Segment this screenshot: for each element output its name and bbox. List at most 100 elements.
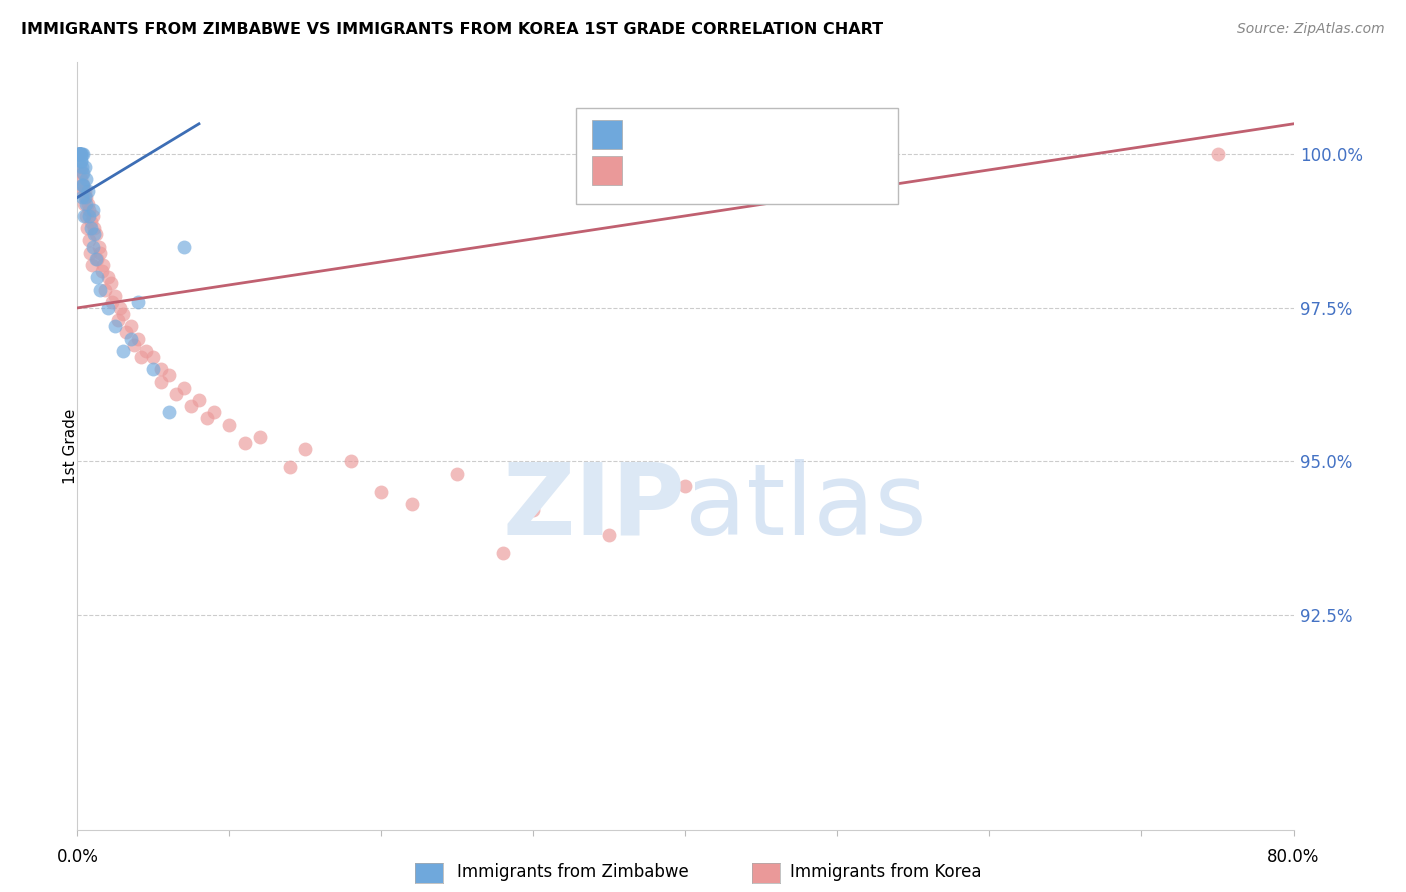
Point (72, 166, 94, 180)
Point (79, 202, 101, 217)
Point (278, 460, 301, 475)
Text: Immigrants from Zimbabwe: Immigrants from Zimbabwe (457, 863, 689, 881)
Point (598, 528, 620, 542)
Point (67, 147, 90, 161)
Point (67, 147, 90, 161)
Point (173, 381, 195, 395)
Point (67, 147, 90, 161)
Point (82, 202, 104, 217)
Point (69, 147, 91, 161)
Text: R = 0.344   N = 43: R = 0.344 N = 43 (633, 124, 834, 144)
Point (87, 239, 110, 253)
Text: Immigrants from Korea: Immigrants from Korea (790, 863, 981, 881)
Point (70, 166, 93, 180)
Text: 80.0%: 80.0% (1267, 848, 1320, 866)
Point (149, 362, 172, 376)
Point (149, 375, 172, 389)
Point (83, 227, 105, 242)
Point (1206, 147, 1229, 161)
Point (97, 301, 120, 315)
Point (89, 283, 111, 297)
Point (70, 178, 93, 193)
Point (104, 288, 127, 302)
Point (401, 497, 423, 511)
Point (83, 221, 105, 235)
Point (218, 417, 240, 432)
Point (91, 258, 114, 272)
Y-axis label: 1st Grade: 1st Grade (63, 409, 77, 483)
Point (294, 442, 316, 456)
Point (67, 147, 90, 161)
Point (70, 160, 93, 174)
Point (69, 160, 91, 174)
Point (89, 245, 111, 260)
Point (111, 307, 134, 321)
Point (79, 245, 101, 260)
Point (72, 178, 94, 193)
Point (86, 252, 108, 266)
Point (73, 184, 96, 198)
Point (142, 350, 165, 364)
Point (127, 294, 149, 309)
Point (77, 196, 100, 211)
Point (202, 405, 225, 419)
Point (165, 387, 187, 401)
Point (73, 190, 96, 204)
Point (67, 147, 90, 161)
Point (340, 454, 363, 468)
Point (233, 436, 256, 450)
Point (82, 239, 104, 253)
Point (80, 221, 103, 235)
Point (120, 319, 142, 334)
Point (75, 172, 97, 186)
Point (77, 234, 100, 248)
Point (157, 405, 180, 419)
Point (67, 147, 90, 161)
Point (84, 252, 107, 266)
Point (75, 190, 97, 204)
Point (101, 294, 124, 309)
Point (70, 147, 93, 161)
Point (69, 147, 91, 161)
Text: IMMIGRANTS FROM ZIMBABWE VS IMMIGRANTS FROM KOREA 1ST GRADE CORRELATION CHART: IMMIGRANTS FROM ZIMBABWE VS IMMIGRANTS F… (21, 22, 883, 37)
Point (70, 190, 93, 204)
Point (188, 392, 211, 407)
Point (70, 147, 93, 161)
Point (84, 227, 107, 242)
Text: atlas: atlas (686, 458, 927, 556)
Point (73, 196, 96, 211)
Point (142, 362, 165, 376)
Point (90, 264, 112, 278)
Text: R = 0.305   N = 64: R = 0.305 N = 64 (633, 161, 834, 179)
Point (120, 332, 142, 346)
Point (79, 209, 101, 223)
Point (100, 277, 122, 291)
FancyBboxPatch shape (592, 120, 623, 149)
Point (80, 258, 103, 272)
Point (522, 503, 544, 517)
Point (72, 178, 94, 193)
Point (70, 153, 93, 168)
Point (446, 467, 468, 481)
Point (69, 147, 91, 161)
Point (129, 350, 152, 364)
Point (127, 332, 149, 346)
Point (72, 147, 94, 161)
Point (492, 546, 515, 560)
Point (69, 147, 91, 161)
Point (82, 209, 104, 223)
Point (104, 319, 127, 334)
Point (69, 147, 91, 161)
Point (86, 270, 108, 285)
Text: Source: ZipAtlas.com: Source: ZipAtlas.com (1237, 22, 1385, 37)
Point (72, 184, 94, 198)
Point (157, 368, 180, 383)
Point (111, 343, 134, 358)
Point (115, 326, 138, 340)
Point (75, 209, 97, 223)
Point (108, 301, 131, 315)
Point (70, 172, 93, 186)
Point (173, 239, 195, 253)
Point (76, 221, 98, 235)
Point (80, 215, 103, 229)
